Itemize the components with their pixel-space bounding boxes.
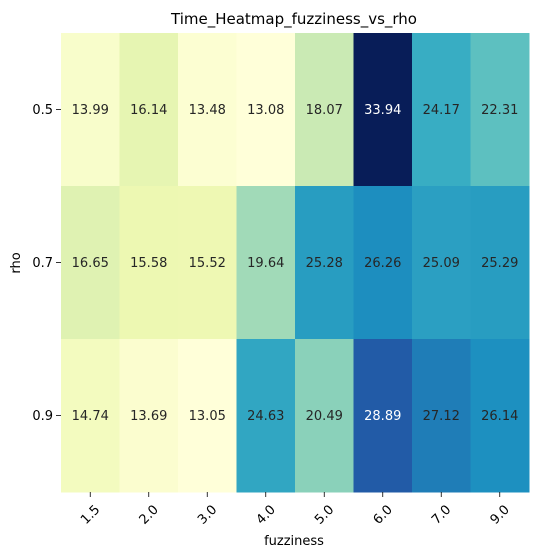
heatmap-cell bbox=[295, 339, 354, 493]
cell-value-label: 14.74 bbox=[72, 409, 109, 424]
cell-value-label: 25.09 bbox=[423, 256, 460, 271]
heatmap-cell bbox=[236, 186, 296, 340]
cell-value-label: 13.08 bbox=[247, 103, 284, 118]
heatmap-cell bbox=[470, 186, 530, 340]
heatmap-cell bbox=[295, 186, 354, 340]
cell-value-label: 19.64 bbox=[247, 256, 284, 271]
cell-value-label: 24.17 bbox=[423, 103, 460, 118]
cell-value-label: 26.14 bbox=[481, 409, 518, 424]
cell-value-label: 26.26 bbox=[364, 256, 401, 271]
heatmap-cell bbox=[236, 339, 296, 493]
cell-value-label: 15.58 bbox=[130, 256, 167, 271]
cell-value-label: 13.05 bbox=[189, 409, 226, 424]
cell-value-label: 33.94 bbox=[364, 103, 401, 118]
cell-value-label: 24.63 bbox=[247, 409, 284, 424]
cell-value-label: 27.12 bbox=[423, 409, 460, 424]
x-tick-label: 5.0 bbox=[312, 502, 337, 527]
heatmap-cell bbox=[412, 339, 471, 493]
y-axis-label: rho bbox=[9, 252, 24, 273]
heatmap-cell bbox=[470, 339, 530, 493]
cell-value-label: 13.48 bbox=[189, 103, 226, 118]
heatmap-cells bbox=[61, 33, 530, 493]
heatmap-cell bbox=[178, 186, 237, 340]
y-tick-label: 0.7 bbox=[32, 256, 53, 271]
heatmap-cell bbox=[119, 339, 179, 493]
x-tick-label: 3.0 bbox=[195, 502, 220, 527]
x-tick-label: 2.0 bbox=[137, 502, 162, 527]
heatmap-cell bbox=[61, 186, 120, 340]
cell-value-label: 25.28 bbox=[306, 256, 343, 271]
heatmap-cell bbox=[61, 33, 120, 187]
cell-value-label: 25.29 bbox=[481, 256, 518, 271]
y-tick-label: 0.9 bbox=[32, 409, 53, 424]
heatmap-cell bbox=[178, 33, 237, 187]
cell-value-label: 16.14 bbox=[130, 103, 167, 118]
y-axis-ticks: 0.5 0.7 0.9 bbox=[32, 103, 61, 424]
heatmap-cell bbox=[178, 339, 237, 493]
cell-value-label: 28.89 bbox=[364, 409, 401, 424]
heatmap-cell bbox=[295, 33, 354, 187]
x-tick-label: 9.0 bbox=[488, 502, 513, 527]
heatmap-cell bbox=[236, 33, 296, 187]
heatmap-cell bbox=[61, 339, 120, 493]
x-tick-label: 6.0 bbox=[371, 502, 396, 527]
x-axis-ticks: 1.5 2.0 3.0 4.0 5.0 6.0 7.0 9.0 bbox=[78, 492, 513, 528]
heatmap-cell bbox=[412, 33, 471, 187]
x-axis-label: fuzziness bbox=[264, 534, 324, 549]
cell-value-label: 13.99 bbox=[72, 103, 109, 118]
x-tick-label: 7.0 bbox=[429, 502, 454, 527]
heatmap-cell bbox=[119, 33, 179, 187]
heatmap-cell bbox=[353, 33, 413, 187]
y-tick-label: 0.5 bbox=[32, 103, 53, 118]
heatmap-cell bbox=[353, 339, 413, 493]
cell-value-label: 18.07 bbox=[306, 103, 343, 118]
cell-value-label: 13.69 bbox=[130, 409, 167, 424]
heatmap-cell bbox=[470, 33, 530, 187]
heatmap-cell bbox=[353, 186, 413, 340]
cell-value-label: 22.31 bbox=[481, 103, 518, 118]
x-tick-label: 1.5 bbox=[78, 502, 103, 527]
cell-value-labels: 13.99 16.14 13.48 13.08 18.07 33.94 24.17 22.31… bbox=[72, 103, 519, 424]
heatmap-cell bbox=[412, 186, 471, 340]
cell-value-label: 16.65 bbox=[72, 256, 109, 271]
x-tick-label: 4.0 bbox=[254, 502, 279, 527]
cell-value-label: 15.52 bbox=[189, 256, 226, 271]
cell-value-label: 20.49 bbox=[306, 409, 343, 424]
chart-title: Time_Heatmap_fuzziness_vs_rho bbox=[170, 10, 417, 29]
heatmap-cell bbox=[119, 186, 179, 340]
